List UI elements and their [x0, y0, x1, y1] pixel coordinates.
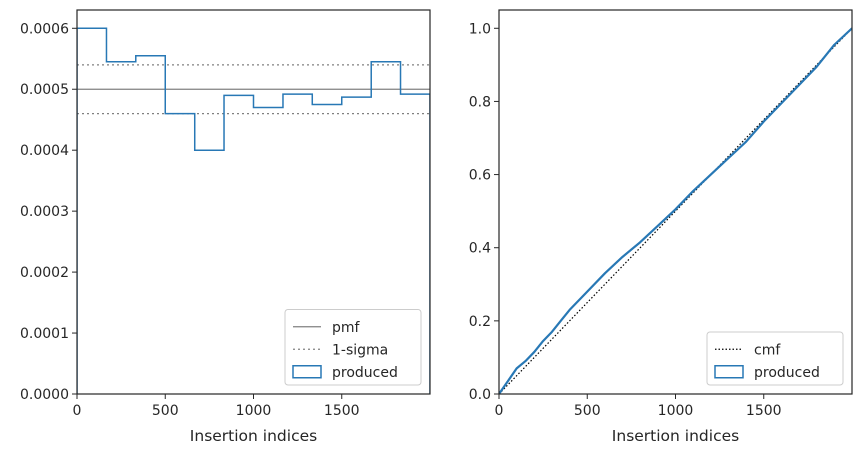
y-tick-label: 0.0006: [20, 21, 69, 37]
y-tick-label: 0.0000: [20, 387, 69, 403]
x-tick-label: 1500: [746, 403, 782, 419]
x-tick-label: 1000: [236, 403, 272, 419]
y-tick-label: 0.0: [469, 387, 491, 403]
y-tick-label: 0.0004: [20, 143, 69, 159]
x-axis-label: Insertion indices: [612, 427, 739, 445]
x-tick-label: 1000: [658, 403, 694, 419]
x-axis-label: Insertion indices: [190, 427, 317, 445]
legend-produced-swatch: [292, 365, 322, 379]
y-tick-label: 1.0: [469, 21, 491, 37]
produced-cumulative-line: [499, 27, 852, 394]
y-tick-label: 0.6: [469, 168, 491, 184]
legend-label: 1-sigma: [332, 342, 388, 358]
legend-label: produced: [332, 365, 398, 381]
cmf-chart-panel: 0.0 0.2 0.4 0.6 0.8 1.0 0 500 1000 1500 Insertion …: [469, 9, 853, 445]
x-tick-label: 0: [495, 403, 504, 419]
y-tick-label: 0.0001: [20, 326, 69, 342]
plot-area: [499, 27, 852, 394]
x-tick-label: 500: [574, 403, 601, 419]
y-tick-label: 0.0003: [20, 204, 69, 220]
y-tick-label: 0.4: [469, 241, 491, 257]
y-tick-label: 0.0005: [20, 82, 69, 98]
x-tick-label: 0: [73, 403, 82, 419]
legend-label: pmf: [332, 320, 361, 336]
legend: pmf 1-sigma produced: [284, 309, 422, 386]
y-tick-label: 0.8: [469, 94, 491, 110]
legend-label: produced: [754, 365, 820, 381]
cmf-line: [499, 27, 852, 394]
produced-histogram-step: [77, 27, 430, 394]
legend-produced-swatch: [714, 365, 744, 379]
x-tick-label: 1500: [324, 403, 360, 419]
y-tick-label: 0.0002: [20, 265, 69, 281]
legend-box: [706, 331, 844, 386]
x-tick-label: 500: [152, 403, 179, 419]
legend-label: cmf: [754, 342, 781, 358]
plot-area: [77, 27, 430, 394]
legend: cmf produced: [706, 331, 844, 386]
pmf-chart-panel: 0.0000 0.0001 0.0002 0.0003 0.0004 0.0005 0.00…: [20, 9, 431, 445]
y-tick-label: 0.2: [469, 314, 491, 330]
